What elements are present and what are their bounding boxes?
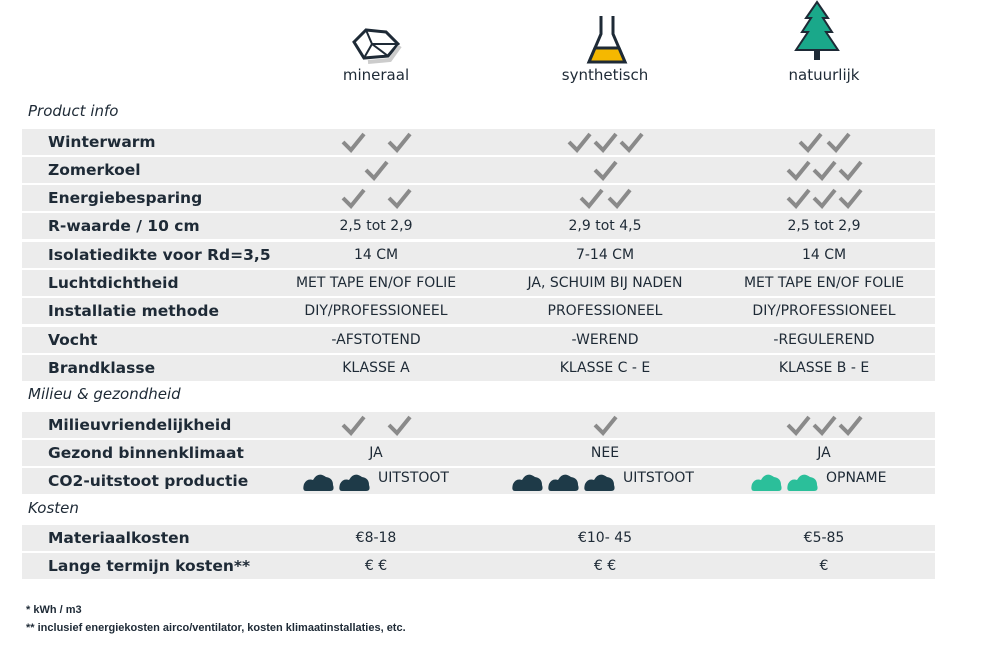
cell-text: € € [364,558,388,575]
row-label: Milieuvriendelijkheid [48,415,232,434]
checkmarks [798,132,851,153]
column-title: natuurlijk [788,66,860,84]
row-label: Luchtdichtheid [48,274,179,292]
checkmarks [593,415,618,436]
section-title: Product info [28,102,119,120]
row-background [22,354,935,381]
row-background [22,270,935,296]
cell-text: €5-85 [803,530,845,547]
checkmarks [567,132,644,153]
row-background [22,298,935,325]
checkmarks [786,415,863,436]
synthetic-icon [586,16,628,64]
row-label: CO2-uitstoot productie [48,472,249,491]
cell-text: 2,5 tot 2,9 [339,218,413,235]
checkmarks [786,160,863,181]
checkmarks [593,160,618,181]
section-title: Kosten [28,498,79,517]
row-label: Installatie methode [48,302,219,321]
row-background [22,128,935,155]
row-background [22,213,935,240]
cell-text: UITSTOOT [378,470,449,487]
cell-text: €10- 45 [577,530,633,547]
cell-text: -AFSTOTEND [331,331,421,348]
cell-text: JA [817,445,831,461]
cell-text: 7-14 CM [575,246,635,263]
cell-text: -REGULEREND [773,331,875,348]
column-title: mineraal [342,66,410,84]
row-background [22,241,935,268]
cloud-icons [303,474,370,492]
checkmarks [341,188,412,210]
cell-text: MET TAPE EN/OF FOLIE [295,275,457,291]
row-background [22,326,935,353]
row-label: Vocht [48,330,98,349]
row-label: Brandklasse [48,358,156,377]
cell-text: JA, SCHUIM BIJ NADEN [527,275,683,291]
checkmarks [364,160,389,181]
row-background [22,525,935,552]
cell-text: PROFESSIONEEL [547,303,663,320]
checkmarks [341,415,412,436]
cell-text: MET TAPE EN/OF FOLIE [743,275,905,291]
cell-text: -WEREND [571,331,639,348]
checkmarks [579,188,632,210]
row-label: Materiaalkosten [48,529,190,548]
cell-text: 14 CM [801,246,847,263]
footnote: ** inclusief energiekosten airco/ventila… [26,622,406,634]
checkmarks [786,188,863,210]
natural-icon [794,0,840,60]
cell-text: €8-18 [355,530,397,547]
cell-text: € € [593,558,617,575]
row-background [22,553,935,580]
row-background [22,185,935,212]
footnote: * kWh / m3 [26,604,82,616]
cell-text: UITSTOOT [623,470,694,487]
section-title: Milieu & gezondheid [28,385,181,404]
row-background [22,440,935,466]
cell-text: OPNAME [826,470,887,487]
cell-text: € [819,558,829,575]
cell-text: 14 CM [353,246,399,263]
row-label: Isolatiedikte voor Rd=3,5 [48,245,271,264]
column-title: synthetisch [561,66,649,84]
cell-text: 2,5 tot 2,9 [787,218,861,235]
cell-text: JA [369,445,383,461]
row-label: Energiebesparing [48,189,203,208]
row-label: Lange termijn kosten** [48,557,251,576]
cell-text: KLASSE B - E [778,359,870,376]
row-background [22,468,935,495]
row-label: Zomerkoel [48,160,141,179]
row-label: R-waarde / 10 cm [48,217,200,236]
cell-text: KLASSE A [342,359,410,376]
cloud-icons [751,474,818,492]
cloud-icons [512,474,615,492]
checkmarks [341,132,412,153]
mineral-icon [352,28,402,64]
cell-text: DIY/PROFESSIONEEL [304,303,448,320]
cell-text: NEE [590,445,620,461]
row-background [22,156,935,183]
cell-text: 2,9 tot 4,5 [568,218,642,235]
row-label: Gezond binnenklimaat [48,444,244,462]
row-background [22,411,935,438]
cell-text: KLASSE C - E [559,359,651,376]
cell-text: DIY/PROFESSIONEEL [752,303,896,320]
row-label: Winterwarm [48,132,156,151]
